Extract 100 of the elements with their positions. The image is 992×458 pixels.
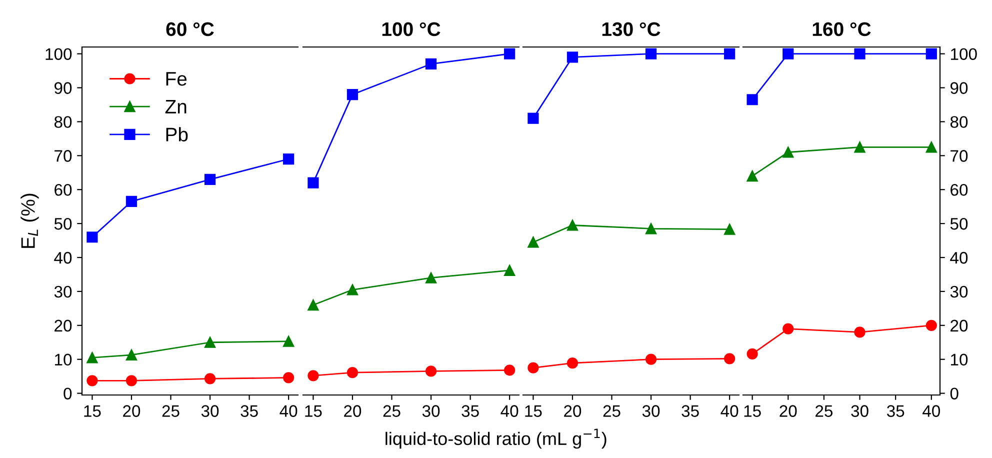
y-tick-label: 80	[54, 116, 72, 128]
y-tick-label: 50	[54, 218, 72, 230]
y2-tick-label: 30	[950, 286, 968, 298]
point	[126, 349, 138, 360]
legend-label: Fe	[166, 72, 187, 86]
x-tick-label: 35	[682, 405, 699, 417]
point	[926, 142, 937, 153]
x-tick-label: 35	[462, 405, 479, 417]
point	[504, 364, 516, 376]
y-tick-label: 10	[55, 354, 72, 366]
x-tick-label: 20	[564, 405, 582, 417]
y2-tick-label: 20	[950, 320, 968, 332]
chart-title: 60 °C	[166, 22, 214, 36]
point	[566, 220, 578, 231]
x-axis-title: liquid-to-solid ratio (mL g$^{−1}$)	[386, 428, 606, 449]
point	[346, 367, 358, 378]
point	[86, 352, 98, 364]
x-tick-label: 40	[922, 405, 940, 417]
y2-tick-label: 50	[950, 218, 968, 230]
y-tick-label: 90	[54, 82, 72, 94]
chart-title: 160 °C	[812, 22, 871, 36]
point	[425, 58, 437, 70]
point	[746, 94, 758, 106]
y-tick-label: 20	[54, 320, 72, 332]
point	[283, 336, 294, 347]
x-tick-label: 30	[642, 405, 660, 417]
point	[645, 354, 657, 365]
point	[346, 88, 358, 100]
y2-tick-label: 100	[950, 48, 977, 60]
x-tick-label: 35	[886, 405, 904, 417]
point	[528, 236, 539, 248]
point	[425, 366, 437, 377]
point	[645, 48, 657, 60]
point	[566, 358, 578, 369]
chart-title: 100 °C	[382, 22, 440, 36]
point	[926, 48, 937, 60]
y-tick-label: 30	[54, 286, 72, 298]
x-tick-label: 30	[201, 405, 219, 417]
y-tick-label: 40	[54, 252, 72, 264]
chart-title: 130 °C	[602, 22, 660, 36]
x-tick-label: 40	[720, 405, 738, 417]
point	[724, 48, 736, 60]
point	[86, 232, 98, 243]
y-tick-label: 0	[64, 388, 72, 400]
x-tick-label: 25	[816, 405, 833, 417]
x-tick-label: 15	[84, 405, 101, 417]
point	[854, 142, 866, 153]
y2-tick-label: 40	[950, 252, 968, 264]
legend-label: Pb	[166, 127, 188, 142]
x-tick-label: 25	[383, 405, 400, 417]
point	[346, 284, 358, 296]
x-tick-label: 25	[162, 405, 180, 417]
x-tick-label: 30	[851, 405, 868, 417]
point	[308, 299, 319, 311]
x-tick-label: 25	[603, 405, 620, 417]
point	[308, 370, 319, 382]
x-tick-label: 15	[744, 405, 761, 417]
point	[854, 48, 866, 60]
point	[504, 264, 516, 276]
point	[645, 223, 657, 234]
y2-tick-label: 70	[950, 150, 968, 162]
point	[528, 112, 539, 124]
y2-tick-label: 0	[950, 388, 958, 400]
y2-tick-label: 90	[950, 82, 968, 94]
y-tick-label: 60	[54, 184, 72, 196]
point	[782, 48, 794, 60]
x-tick-label: 20	[344, 405, 362, 417]
y2-tick-label: 80	[950, 116, 968, 128]
point	[566, 52, 578, 63]
x-tick-label: 30	[422, 405, 440, 417]
x-tick-label: 35	[240, 405, 258, 417]
y-tick-label: 70	[54, 150, 72, 162]
point	[425, 272, 437, 284]
y2-tick-label: 60	[950, 184, 968, 196]
point	[854, 326, 866, 338]
point	[126, 196, 138, 208]
x-tick-label: 15	[305, 405, 322, 417]
point	[746, 170, 758, 182]
point	[528, 362, 539, 374]
point	[283, 372, 294, 384]
point	[746, 348, 758, 360]
point	[204, 373, 216, 384]
x-tick-label: 40	[500, 405, 518, 417]
x-tick-label: 20	[780, 405, 797, 417]
y-tick-label: 100	[46, 48, 72, 60]
point	[283, 153, 294, 165]
point	[204, 336, 216, 348]
point	[782, 146, 794, 158]
point	[504, 48, 516, 60]
point	[782, 323, 794, 334]
y2-tick-label: 10	[950, 354, 968, 366]
y-axis-title: E$_{L}$ (%)	[20, 194, 39, 248]
x-tick-label: 15	[525, 405, 542, 417]
point	[724, 353, 736, 364]
point	[204, 174, 216, 185]
x-tick-label: 40	[280, 405, 298, 417]
legend-label: Zn	[165, 100, 186, 114]
point	[86, 375, 98, 386]
x-tick-label: 20	[123, 405, 140, 417]
point	[308, 177, 319, 188]
